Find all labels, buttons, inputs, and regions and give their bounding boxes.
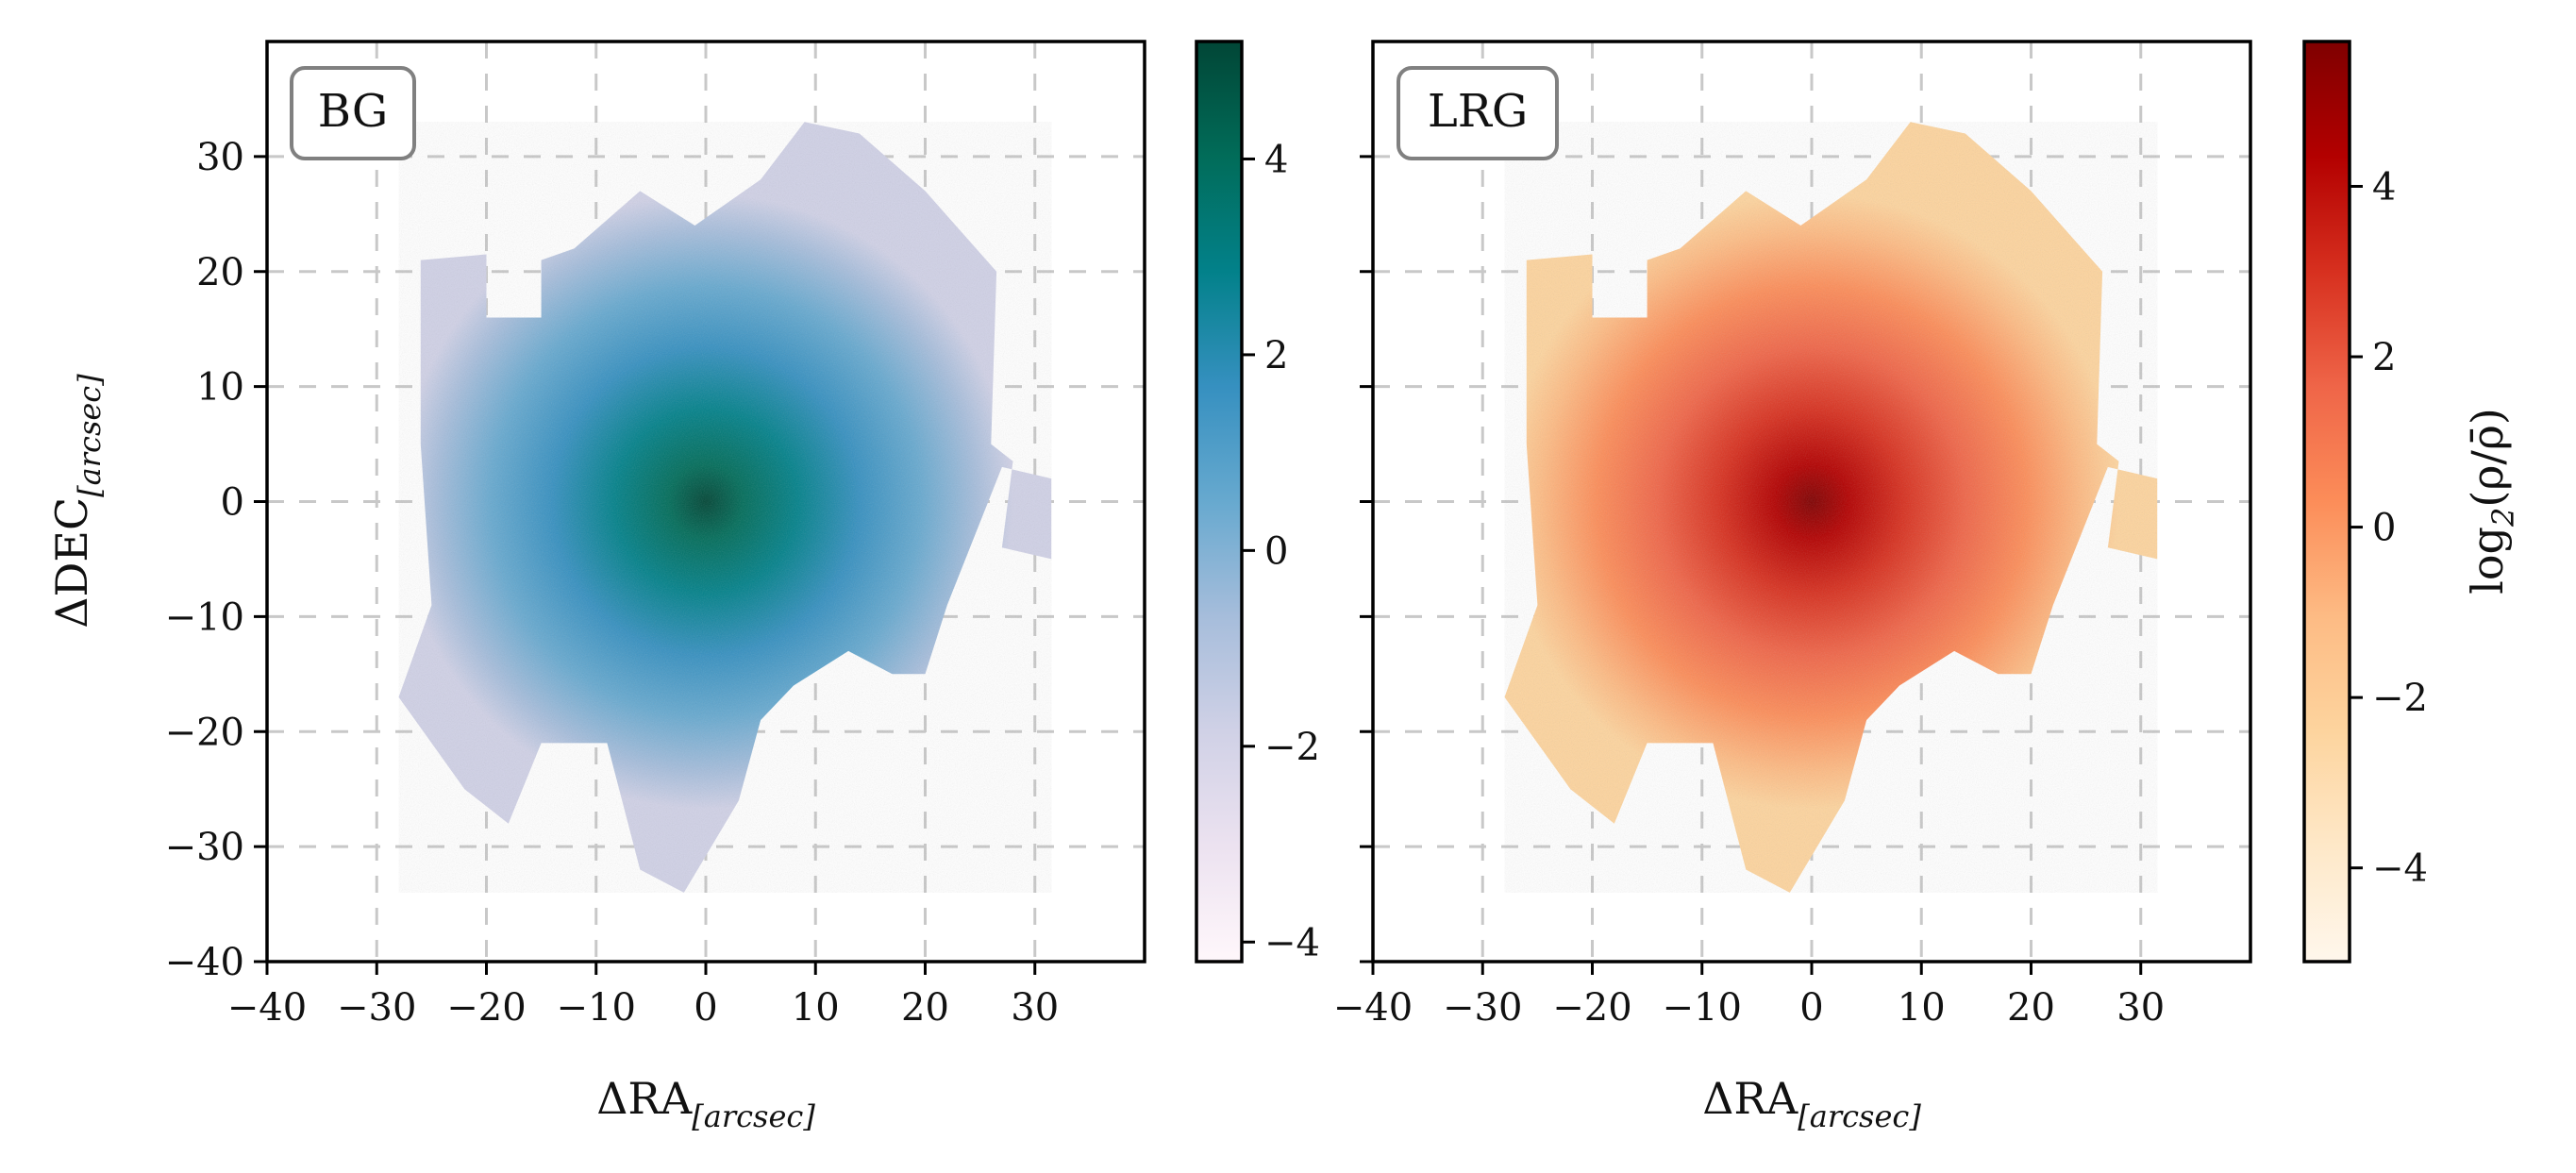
lrg-colorbar-tick-label: 2 [2372, 336, 2396, 379]
bg-y-tick-label: 30 [196, 136, 244, 179]
lrg-density-footprint [1504, 122, 2158, 893]
lrg-panel-tag: LRG [1397, 66, 1559, 160]
lrg-colorbar-tick-label: −4 [2372, 847, 2428, 891]
lrg-colorbar-label: log2(ρ/ρ̄) [2462, 408, 2521, 595]
lrg-footprint-texture [1504, 122, 2158, 893]
bg-x-ticks: −40 −30 −20 −10 0 10 20 30 [227, 962, 1059, 1030]
lrg-x-tick-label: 30 [2116, 986, 2165, 1030]
lrg-x-tick-label: −40 [1333, 986, 1413, 1030]
lrg-colorbar-tick-label: −2 [2372, 677, 2428, 720]
bg-y-tick-label: 0 [221, 481, 244, 525]
bg-y-axis-label: ΔDEC[arcsec] [46, 374, 108, 628]
bg-panel: −40 −30 −20 −10 0 10 20 30 −40−30−20−100102030 … [46, 40, 1146, 1134]
bg-y-tick-label: −10 [165, 595, 244, 639]
bg-colorbar-fill [1195, 40, 1244, 964]
lrg-x-tick-label: 0 [1799, 986, 1823, 1030]
bg-colorbar-tick-label: 4 [1264, 138, 1288, 181]
bg-y-tick-label: 10 [196, 366, 244, 410]
bg-x-axis-label: ΔRA[arcsec] [596, 1073, 815, 1134]
lrg-x-tick-label: −30 [1443, 986, 1522, 1030]
bg-panel-label: BG [318, 85, 389, 138]
lrg-colorbar-ticks: −4 −2 0 2 4 [2350, 165, 2428, 891]
bg-colorbar-ticks: −4 −2 0 2 4 [1242, 138, 1320, 964]
bg-colorbar-tick-label: −2 [1264, 726, 1320, 769]
bg-x-tick-label: 30 [1011, 986, 1059, 1030]
bg-panel-tag: BG [290, 66, 416, 160]
bg-y-ticks: −40 −30 −20 −10 0 10 20 30 [165, 136, 267, 984]
lrg-panel-label: LRG [1428, 85, 1528, 138]
lrg-x-ticks: −40 −30 −20 −10 0 10 20 30 [1333, 962, 2165, 1030]
bg-colorbar-tick-label: −4 [1264, 921, 1320, 964]
lrg-colorbar-tick-label: 4 [2372, 165, 2396, 209]
lrg-x-tick-label: −20 [1552, 986, 1631, 1030]
lrg-x-tick-label: −10 [1663, 986, 1742, 1030]
lrg-colorbar: −4 −2 0 2 4 log2(ρ/ρ̄) [2302, 40, 2521, 964]
bg-footprint-texture [398, 122, 1052, 893]
lrg-colorbar-fill [2302, 40, 2351, 964]
bg-x-tick-label: −20 [446, 986, 526, 1030]
lrg-x-tick-label: 10 [1898, 986, 1946, 1030]
lrg-panel: −40 −30 −20 −10 0 10 20 30 LRG ΔRA[arcsec] [1333, 40, 2252, 1134]
bg-x-tick-label: −10 [557, 986, 636, 1030]
lrg-x-tick-label: 20 [2007, 986, 2055, 1030]
lrg-x-axis-label: ΔRA[arcsec] [1702, 1073, 1921, 1134]
bg-colorbar-tick-label: 0 [1264, 529, 1288, 573]
bg-y-tick-label: −20 [165, 711, 244, 754]
bg-y-tick-label: 20 [196, 251, 244, 294]
bg-density-footprint [398, 122, 1052, 893]
bg-x-tick-label: 0 [694, 986, 717, 1030]
bg-x-tick-label: −40 [227, 986, 307, 1030]
bg-colorbar: −4 −2 0 2 4 [1195, 40, 1320, 964]
bg-y-tick-label: −30 [165, 826, 244, 869]
bg-x-tick-label: 10 [792, 986, 840, 1030]
bg-x-tick-label: 20 [901, 986, 949, 1030]
lrg-y-ticks [1360, 155, 1373, 964]
lrg-colorbar-tick-label: 0 [2372, 507, 2396, 550]
bg-x-tick-label: −30 [337, 986, 416, 1030]
bg-y-tick-label: −40 [165, 941, 244, 984]
bg-colorbar-tick-label: 2 [1264, 334, 1288, 377]
